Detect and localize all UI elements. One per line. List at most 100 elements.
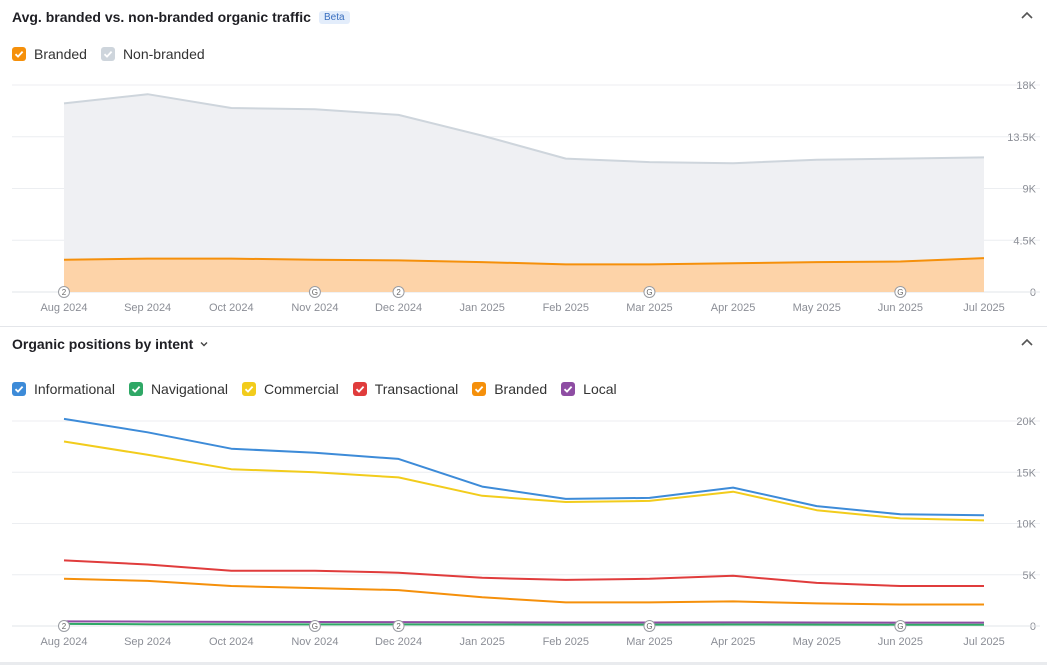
series-line-informational: [63, 417, 985, 517]
x-tick-label: May 2025: [793, 636, 841, 648]
legend-item-branded[interactable]: Branded: [12, 46, 87, 62]
area-fill-non-branded: [64, 94, 984, 292]
x-tick-label: Feb 2025: [543, 636, 589, 648]
y-tick-label: 18K: [1016, 80, 1036, 92]
x-tick-label: Jul 2025: [963, 636, 1005, 648]
annotation-label: G: [646, 288, 652, 297]
annotation-marker: [308, 620, 321, 632]
legend-label: Commercial: [264, 381, 339, 397]
series-line-branded: [63, 257, 985, 266]
x-tick-label: Aug 2024: [40, 636, 87, 648]
y-tick-label: 13.5K: [1007, 132, 1036, 144]
annotation-marker: [643, 286, 656, 298]
checkbox-icon[interactable]: [352, 382, 367, 396]
legend-label: Transactional: [374, 381, 459, 397]
annotation-label: G: [312, 288, 318, 297]
annotation-label: G: [646, 622, 652, 631]
y-tick-label: 0: [1030, 287, 1036, 299]
y-tick-label: 0: [1030, 621, 1036, 633]
legend-item-navigational[interactable]: Navigational: [128, 381, 228, 397]
series-line-non-branded: [63, 93, 985, 165]
panel-header: Avg. branded vs. non-branded organic tra…: [12, 9, 350, 25]
chevron-up-icon[interactable]: [1019, 335, 1035, 351]
legend-item-branded[interactable]: Branded: [472, 381, 547, 397]
checkbox-icon[interactable]: [100, 47, 115, 61]
annotation-marker: [58, 620, 70, 632]
legend-label: Branded: [494, 381, 548, 397]
x-tick-label: May 2025: [793, 302, 841, 314]
legend-item-local[interactable]: Local: [561, 381, 617, 397]
panel-header: Organic positions by intent: [12, 336, 209, 352]
x-tick-label: Dec 2024: [375, 636, 422, 648]
series-line-transactional: [63, 559, 984, 587]
chart-legend: Branded Non-branded: [12, 46, 219, 62]
beta-badge: Beta: [318, 10, 350, 24]
legend-label: Local: [583, 381, 617, 397]
x-tick-label: Aug 2024: [40, 302, 87, 314]
x-tick-label: Jul 2025: [963, 302, 1005, 314]
legend-label: Navigational: [150, 381, 228, 397]
checkbox-icon[interactable]: [242, 382, 256, 396]
checkbox-icon[interactable]: [12, 382, 26, 396]
legend-item-transactional[interactable]: Transactional: [352, 381, 459, 397]
chart-legend: Informational Navigational Commercial Tr…: [12, 381, 631, 397]
annotation-label: 2: [62, 622, 67, 631]
x-tick-label: Nov 2024: [291, 302, 338, 314]
annotation-marker: [643, 620, 656, 632]
y-tick-label: 5K: [1023, 570, 1037, 582]
x-tick-label: Nov 2024: [291, 636, 338, 648]
x-tick-label: Oct 2024: [209, 302, 254, 314]
x-tick-label: Dec 2024: [375, 302, 422, 314]
annotation-label: 2: [396, 622, 401, 631]
branded-traffic-panel: Avg. branded vs. non-branded organic tra…: [0, 0, 1047, 327]
checkbox-icon[interactable]: [12, 47, 26, 61]
panel-title: Avg. branded vs. non-branded organic tra…: [12, 9, 311, 25]
y-tick-label: 10K: [1016, 519, 1036, 531]
annotation-marker: [308, 286, 321, 298]
legend-item-commercial[interactable]: Commercial: [242, 381, 339, 397]
x-tick-label: Apr 2025: [711, 636, 756, 648]
legend-item-non-branded[interactable]: Non-branded: [100, 46, 205, 62]
checkbox-icon[interactable]: [561, 382, 576, 396]
annotation-label: 2: [396, 288, 401, 297]
y-tick-label: 9K: [1023, 184, 1037, 196]
annotation-label: G: [897, 622, 903, 631]
positions-by-intent-panel: Organic positions by intent Informationa…: [0, 327, 1047, 665]
legend-label: Non-branded: [122, 46, 205, 62]
annotation-label: G: [897, 288, 903, 297]
annotation-marker: [392, 620, 405, 632]
area-fill-branded: [64, 258, 984, 292]
legend-item-informational[interactable]: Informational: [12, 381, 115, 397]
y-tick-label: 4.5K: [1013, 235, 1036, 247]
x-tick-label: Jun 2025: [878, 302, 923, 314]
chevron-down-icon[interactable]: [199, 339, 209, 349]
x-tick-label: Sep 2024: [124, 302, 171, 314]
y-tick-label: 15K: [1016, 467, 1036, 479]
panel-title[interactable]: Organic positions by intent: [12, 336, 194, 352]
x-tick-label: Feb 2025: [543, 302, 589, 314]
annotation-label: 2: [62, 288, 67, 297]
annotation-marker: [894, 620, 907, 632]
annotation-marker: [58, 286, 70, 298]
positions-line-chart[interactable]: 0 5K 10K 15K 20K 2 G 2 G G Aug 2024 Sep 2024 Oct 202…: [0, 327, 1047, 662]
series-line-branded: [63, 577, 984, 606]
series-line-local: [63, 620, 984, 624]
series-line-navigational: [63, 622, 984, 626]
checkbox-icon[interactable]: [472, 382, 487, 396]
y-tick-label: 20K: [1016, 416, 1036, 428]
x-tick-label: Jan 2025: [460, 636, 505, 648]
x-tick-label: Sep 2024: [124, 636, 171, 648]
x-tick-label: Jun 2025: [878, 636, 923, 648]
x-tick-label: Oct 2024: [209, 636, 254, 648]
x-tick-label: Mar 2025: [626, 636, 672, 648]
annotation-marker: [894, 286, 907, 298]
legend-label: Informational: [34, 381, 115, 397]
annotation-label: G: [312, 622, 318, 631]
traffic-area-chart[interactable]: 0 4.5K 9K 13.5K 18K 2 G 2 G G Aug 2024 Sep 2024 Oct …: [0, 0, 1047, 326]
series-line-commercial: [63, 440, 985, 522]
chevron-up-icon[interactable]: [1019, 8, 1035, 24]
annotation-marker: [392, 286, 405, 298]
x-tick-label: Apr 2025: [711, 302, 756, 314]
x-tick-label: Jan 2025: [460, 302, 505, 314]
checkbox-icon[interactable]: [128, 382, 143, 396]
